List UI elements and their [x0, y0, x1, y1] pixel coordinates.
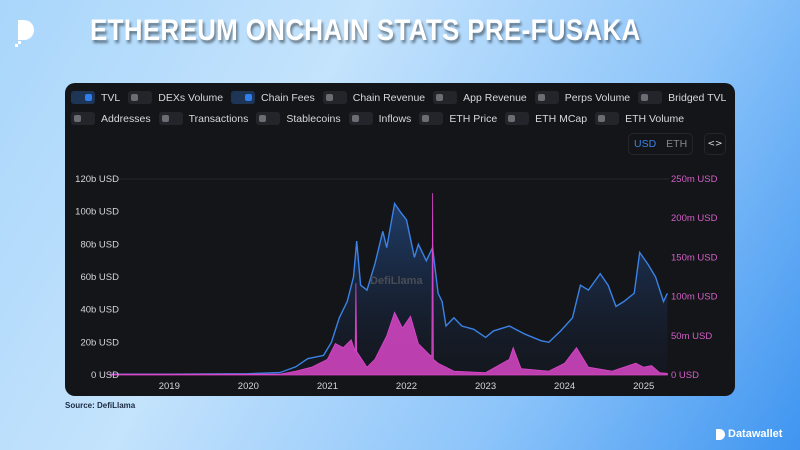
legend-toggle[interactable] [534, 91, 559, 104]
legend-item[interactable]: DEXs Volume [128, 91, 223, 104]
y-right-tick-label: 150m USD [671, 252, 718, 263]
legend-toggle[interactable] [348, 112, 373, 125]
legend-label: Stablecoins [286, 112, 341, 125]
unit-usd-button[interactable]: USD [634, 138, 657, 150]
y-left-tick-label: 60b USD [80, 272, 119, 283]
legend-item[interactable]: Bridged TVL [638, 91, 726, 104]
legend-toggle[interactable] [505, 112, 530, 125]
brand-logo: Datawallet [716, 428, 782, 440]
legend-row-2: Addresses Transactions Stablecoins Inflows E… [71, 112, 692, 125]
legend-label: Perps Volume [564, 91, 631, 104]
legend-toggle[interactable] [638, 91, 663, 104]
legend-toggle[interactable] [128, 91, 153, 104]
y-left-tick-label: 100b USD [75, 207, 119, 218]
y-right-tick-label: 250m USD [671, 174, 718, 185]
legend-item[interactable]: Stablecoins [256, 112, 341, 125]
x-tick-label: 2021 [317, 381, 338, 392]
legend-item[interactable]: Inflows [348, 112, 412, 125]
watermark: DefiLlama [370, 275, 423, 287]
legend-row-1: TVL DEXs Volume Chain Fees Chain Revenue App… [71, 91, 734, 104]
y-left-tick-label: 80b USD [80, 239, 119, 250]
x-tick-label: 2024 [554, 381, 575, 392]
legend-label: Chain Fees [261, 91, 315, 104]
x-tick-label: 2020 [238, 381, 259, 392]
legend-item[interactable]: ETH Price [419, 112, 497, 125]
legend-item[interactable]: Transactions [158, 112, 249, 125]
legend-toggle[interactable] [419, 112, 444, 125]
chain-fees-area [109, 193, 668, 376]
legend-label: ETH Price [449, 112, 498, 125]
legend-label: ETH MCap [535, 112, 588, 125]
legend-item[interactable]: ETH Volume [595, 112, 684, 125]
legend-label: Bridged TVL [668, 91, 727, 104]
x-tick-label: 2022 [396, 381, 417, 392]
brand-icon [716, 428, 725, 440]
brand-name: Datawallet [728, 428, 783, 440]
legend-label: Addresses [101, 112, 151, 125]
legend-item[interactable]: Addresses [71, 112, 151, 125]
y-right-tick-label: 200m USD [671, 213, 718, 224]
tvl-line [110, 201, 669, 375]
legend-item[interactable]: Perps Volume [534, 91, 631, 104]
legend-toggle[interactable] [595, 112, 620, 125]
legend-item[interactable]: Chain Revenue [322, 91, 426, 104]
y-right-tick-label: 100m USD [671, 292, 718, 303]
legend-item[interactable]: App Revenue [433, 91, 527, 104]
source-note: Source: DefiLlama [65, 401, 136, 410]
legend-label: Transactions [188, 112, 249, 125]
legend-label: Chain Revenue [352, 91, 426, 104]
legend-toggle[interactable] [256, 112, 281, 125]
legend-toggle[interactable] [322, 91, 347, 104]
legend-toggle[interactable] [433, 91, 458, 104]
legend-label: Inflows [378, 112, 412, 125]
embed-code-button[interactable]: <> [704, 133, 726, 155]
legend-toggle[interactable] [158, 112, 183, 125]
x-tick-label: 2025 [633, 381, 654, 392]
y-right-tick-label: 0 USD [671, 370, 699, 381]
y-left-tick-label: 20b USD [80, 337, 119, 348]
tvl-area [110, 203, 668, 375]
legend-toggle[interactable] [231, 91, 256, 104]
legend-toggle[interactable] [71, 112, 95, 125]
legend-label: ETH Volume [625, 112, 685, 125]
datawallet-logo-icon [15, 20, 34, 47]
page-title: ETHEREUM ONCHAIN STATS PRE-FUSAKA [90, 14, 641, 47]
legend-item[interactable]: Chain Fees [231, 91, 315, 104]
legend-label: App Revenue [463, 91, 527, 104]
legend-label: DEXs Volume [158, 91, 224, 104]
x-tick-label: 2023 [475, 381, 496, 392]
x-tick-label: 2019 [159, 381, 180, 392]
y-right-tick-label: 50m USD [671, 331, 712, 342]
legend-item[interactable]: TVL [71, 91, 120, 104]
y-left-tick-label: 40b USD [80, 305, 119, 316]
legend-toggle[interactable] [71, 91, 95, 104]
legend-item[interactable]: ETH MCap [505, 112, 587, 125]
unit-eth-button[interactable]: ETH [666, 138, 688, 150]
unit-toggle[interactable]: USD ETH [628, 133, 694, 155]
legend-label: TVL [101, 91, 121, 104]
y-left-tick-label: 120b USD [75, 174, 119, 185]
y-left-tick-label: 0 USD [91, 370, 119, 381]
